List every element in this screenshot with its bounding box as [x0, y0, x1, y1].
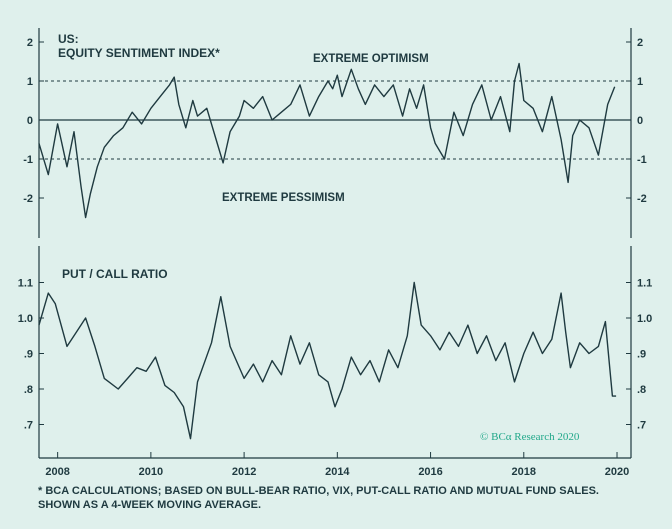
sentiment-tick-label-right: -1: [637, 154, 647, 166]
sentiment-tick-label-right: 2: [637, 37, 643, 49]
putcall-y-ticks: .7 .7 .8 .8 .9 .9 1.0 1.0 1.1 1.1: [18, 278, 653, 432]
x-tick-label: 2014: [325, 466, 350, 478]
footnote-line-1: * BCA CALCULATIONS; BASED ON BULL-BEAR R…: [38, 485, 599, 497]
footnote-line-2: SHOWN AS A 4-WEEK MOVING AVERAGE.: [38, 499, 262, 511]
sentiment-y-ticks: -2 -2 -1 -1 0 0 1 1 2 2: [23, 37, 647, 205]
putcall-tick-label-right: .8: [637, 384, 646, 396]
sentiment-tick-label-right: -2: [637, 193, 647, 205]
x-tick-label: 2012: [232, 466, 256, 478]
put-call-panel: .7 .7 .8 .8 .9 .9 1.0 1.0 1.1 1.1 PUT / CALL RATI…: [18, 246, 653, 459]
putcall-tick-label-right: .9: [637, 349, 646, 361]
putcall-tick-label-left: .9: [24, 349, 33, 361]
x-tick-label: 2010: [139, 466, 163, 478]
extreme-optimism-label: EXTREME OPTIMISM: [313, 53, 429, 65]
sentiment-tick-label-right: 0: [637, 115, 643, 127]
putcall-tick-label-right: 1.1: [637, 278, 652, 290]
putcall-tick-label-left: 1.1: [18, 278, 33, 290]
sentiment-index-line: [38, 62, 616, 219]
bca-research-credit: © BCα Research 2020: [480, 431, 580, 443]
putcall-title: PUT / CALL RATIO: [62, 267, 168, 281]
sentiment-tick-label-left: 2: [27, 37, 33, 49]
putcall-tick-label-left: 1.0: [18, 313, 33, 325]
sentiment-tick-label-left: -1: [23, 154, 33, 166]
sentiment-tick-label-left: 0: [27, 115, 33, 127]
x-axis-ticks: 2008 2010 2012 2014 2016 2018 2020: [45, 452, 629, 478]
x-tick-label: 2018: [512, 466, 536, 478]
putcall-tick-label-right: .7: [637, 420, 646, 432]
sentiment-title: EQUITY SENTIMENT INDEX*: [58, 46, 220, 60]
putcall-tick-label-right: 1.0: [637, 313, 652, 325]
sentiment-tick-label-left: 1: [27, 76, 33, 88]
footnote: * BCA CALCULATIONS; BASED ON BULL-BEAR R…: [38, 484, 599, 512]
x-tick-label: 2008: [45, 466, 69, 478]
extreme-pessimism-label: EXTREME PESSIMISM: [222, 192, 345, 204]
sentiment-panel: -2 -2 -1 -1 0 0 1 1 2 2 US: EQUITY SENTIMENT INDE…: [23, 28, 647, 238]
putcall-tick-label-left: .8: [24, 384, 33, 396]
x-tick-label: 2020: [605, 466, 629, 478]
sentiment-tick-label-right: 1: [637, 76, 643, 88]
putcall-tick-label-left: .7: [24, 420, 33, 432]
put-call-ratio-line: [38, 281, 617, 440]
sentiment-tick-label-left: -2: [23, 193, 33, 205]
sentiment-title-country: US:: [58, 32, 79, 46]
x-tick-label: 2016: [418, 466, 442, 478]
